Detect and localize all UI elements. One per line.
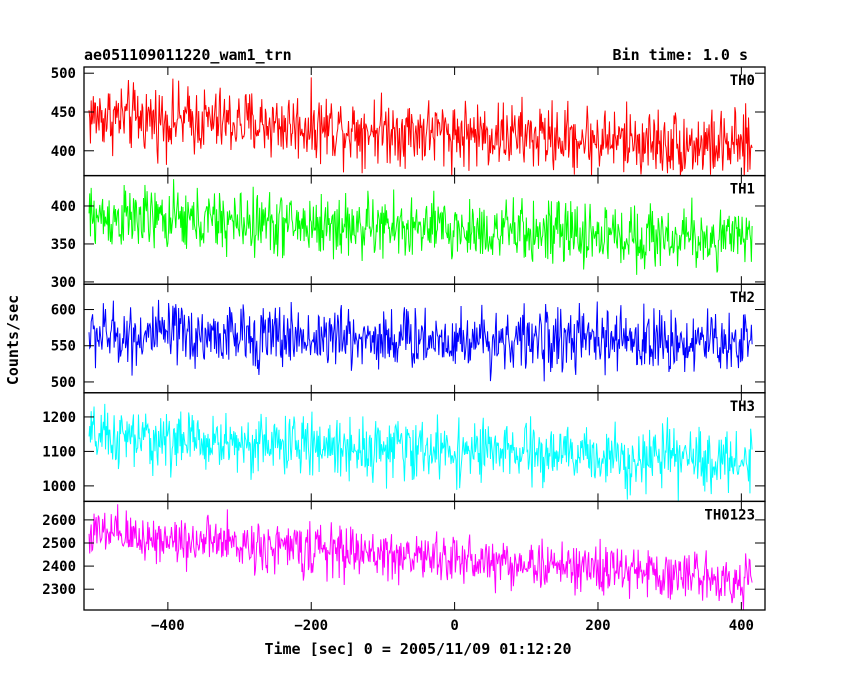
y-tick-label: 550 — [51, 339, 76, 355]
panel-label-th3: TH3 — [730, 399, 755, 415]
panel-label-th0: TH0 — [730, 73, 755, 89]
y-tick-label: 500 — [51, 66, 76, 82]
plot-title: ae051109011220_wam1_trn — [84, 46, 292, 64]
panel-label-th1: TH1 — [730, 182, 755, 198]
panel-label-th0123: TH0123 — [704, 507, 755, 523]
series-line-th1 — [88, 179, 753, 275]
y-tick-label: 2400 — [42, 559, 76, 575]
y-tick-label: 2300 — [42, 582, 76, 598]
x-tick-label: −200 — [294, 618, 328, 634]
bin-time-label: Bin time: 1.0 s — [613, 46, 748, 64]
x-tick-label: 200 — [585, 618, 610, 634]
x-tick-label: 400 — [729, 618, 754, 634]
y-axis-label: Counts/sec — [4, 295, 22, 385]
x-axis-label: Time [sec] 0 = 2005/11/09 01:12:20 — [264, 640, 571, 658]
y-tick-label: 2500 — [42, 536, 76, 552]
y-tick-label: 350 — [51, 237, 76, 253]
panel-frame — [83, 500, 766, 611]
series-line-th0123 — [88, 504, 753, 610]
y-tick-label: 1200 — [42, 410, 76, 426]
series-line-th0 — [88, 77, 753, 176]
y-tick-label: 300 — [51, 275, 76, 291]
y-tick-label: 600 — [51, 303, 76, 319]
panel-label-th2: TH2 — [730, 290, 755, 306]
x-tick-label: −400 — [151, 618, 185, 634]
y-tick-label: 400 — [51, 144, 76, 160]
panels-group: 400 450 500 TH0 300 350 400 TH1 500 550 600 TH2 1000… — [42, 66, 766, 634]
y-tick-label: 2600 — [42, 513, 76, 529]
x-tick-label: 0 — [450, 618, 458, 634]
y-tick-label: 1000 — [42, 479, 76, 495]
series-line-th2 — [88, 299, 753, 382]
panel-frame — [83, 392, 766, 503]
y-tick-label: 500 — [51, 375, 76, 391]
y-tick-label: 1100 — [42, 444, 76, 460]
y-tick-label: 400 — [51, 199, 76, 215]
y-tick-label: 450 — [51, 105, 76, 121]
series-line-th3 — [88, 403, 753, 501]
